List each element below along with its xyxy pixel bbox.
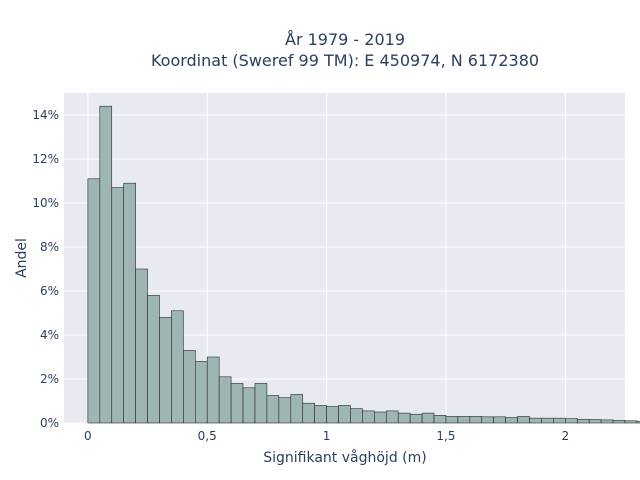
histogram-bar <box>612 420 626 424</box>
x-axis-label: Signifikant våghöjd (m) <box>263 449 426 466</box>
histogram-bar <box>218 376 232 424</box>
histogram-bar <box>600 419 614 424</box>
x-tick-label: 2 <box>561 429 569 443</box>
histogram-bar <box>123 182 136 424</box>
y-tick-label: 0% <box>40 416 59 430</box>
y-tick-label: 12% <box>32 152 59 166</box>
histogram-bar <box>505 417 518 424</box>
histogram-bar <box>290 394 304 424</box>
histogram-bar <box>433 414 447 424</box>
histogram-bar <box>278 397 292 424</box>
x-tick-label: 0,5 <box>198 429 217 443</box>
histogram-bar <box>194 361 208 424</box>
histogram-bar <box>171 310 184 424</box>
histogram-bar <box>302 402 315 424</box>
histogram-bar <box>350 408 363 424</box>
chart-title-line1: År 1979 - 2019 <box>285 30 405 49</box>
y-tick-label: 4% <box>40 328 59 342</box>
histogram-bar <box>159 317 172 424</box>
histogram-bar <box>362 410 375 424</box>
histogram-bar <box>326 406 339 424</box>
histogram-bar <box>385 410 399 424</box>
histogram-bar <box>266 395 280 424</box>
y-tick-label: 2% <box>40 372 59 386</box>
x-tick-label: 1,5 <box>436 429 455 443</box>
y-tick-label: 14% <box>32 108 59 122</box>
chart-title-line2: Koordinat (Sweref 99 TM): E 450974, N 61… <box>151 51 539 70</box>
histogram-bar <box>99 105 113 424</box>
histogram-bar <box>254 383 268 424</box>
histogram-bar <box>588 419 602 424</box>
histogram-bar <box>565 418 578 424</box>
histogram-bar <box>529 417 542 424</box>
histogram-bar <box>397 412 411 424</box>
histogram-bar <box>374 411 387 424</box>
histogram-bar <box>111 187 124 424</box>
histogram-bar <box>338 405 351 424</box>
histogram-bar <box>636 420 640 424</box>
histogram-bar <box>242 387 256 424</box>
histogram-bar <box>481 416 495 424</box>
histogram-bar <box>469 416 483 424</box>
y-tick-label: 10% <box>32 196 59 210</box>
bars <box>87 105 640 424</box>
histogram-bar <box>553 417 566 424</box>
x-tick-label: 1 <box>323 429 331 443</box>
histogram-bar <box>493 416 506 424</box>
histogram-bar <box>517 416 530 424</box>
histogram-bar <box>624 420 638 424</box>
histogram-bar <box>409 413 423 424</box>
y-axis-label: Andel <box>14 238 30 278</box>
histogram-bar <box>541 417 554 424</box>
histogram-bar <box>135 268 148 424</box>
y-tick-labels: 0% 2% 4% 6% 8% 10% 12% 14% <box>32 108 59 430</box>
x-tick-labels: 0 0,5 1 1,5 2 <box>84 429 569 443</box>
histogram-bar <box>421 412 435 424</box>
histogram-bar <box>457 416 471 424</box>
histogram-bar <box>445 416 459 424</box>
x-tick-label: 0 <box>84 429 92 443</box>
histogram-bar <box>87 178 101 424</box>
histogram-bar <box>314 405 327 424</box>
histogram-bar <box>576 418 590 424</box>
histogram-bar <box>206 356 220 424</box>
y-tick-label: 6% <box>40 284 59 298</box>
histogram-bar <box>230 383 244 424</box>
y-tick-label: 8% <box>40 240 59 254</box>
histogram-bar <box>183 350 196 424</box>
histogram-bar <box>147 295 160 424</box>
